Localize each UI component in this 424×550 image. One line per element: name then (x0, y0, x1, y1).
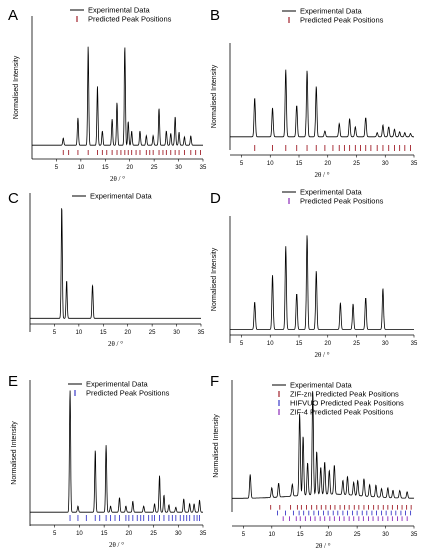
panel-letter: A (8, 7, 18, 24)
legend-label: Experimental Data (90, 192, 153, 201)
x-tick-label: 20 (126, 165, 133, 171)
x-tick-label: 10 (268, 532, 275, 538)
x-tick-label: 30 (382, 532, 389, 538)
x-tick-label: 25 (149, 330, 156, 336)
x-tick-label: 10 (78, 165, 85, 171)
legend-label: ZIF-4 Predicted Peak Positions (290, 408, 394, 417)
legend-label: Predicted Peak Positions (300, 16, 384, 25)
x-axis-title: 2θ / ° (110, 175, 125, 183)
x-tick-label: 35 (411, 532, 418, 538)
panel-c: C 5 10 15 20 25 30 35 2θ / ° Experimental Data (8, 190, 205, 348)
x-tick-label: 15 (297, 532, 304, 538)
legend-label: Experimental Data (300, 7, 363, 16)
legend-label: HIFVUO Predicted Peak Positions (290, 399, 404, 408)
x-tick-label: 35 (200, 531, 207, 537)
panel-f: F 5 10 15 20 25 30 35 2θ / ° Normalised Intensity… (210, 373, 418, 550)
x-tick-label: 35 (411, 341, 418, 347)
legend-label: Predicted Peak Positions (300, 197, 384, 206)
x-tick-label: 25 (150, 531, 157, 537)
x-tick-label: 15 (296, 161, 303, 167)
x-tick-label: 25 (354, 532, 361, 538)
experimental-trace (32, 46, 203, 146)
legend-label: Predicted Peak Positions (88, 15, 172, 24)
y-axis-title: Normalised Intensity (211, 64, 218, 128)
x-tick-label: 25 (353, 161, 360, 167)
x-tick-label: 15 (100, 330, 107, 336)
y-axis-title: Normalised Intensity (11, 421, 18, 485)
x-tick-label: 5 (53, 330, 57, 336)
x-tick-label: 10 (267, 161, 274, 167)
x-axis-title: 2θ / ° (314, 351, 329, 359)
legend-label: Experimental Data (290, 381, 353, 390)
legend-label: Experimental Data (86, 380, 149, 389)
x-tick-label: 25 (353, 341, 360, 347)
panel-e: E 5 10 15 20 25 30 35 2θ / ° Normalised Intensity… (8, 373, 207, 549)
experimental-trace (230, 235, 414, 330)
experimental-trace (30, 208, 201, 319)
x-tick-label: 35 (200, 165, 207, 171)
legend: Experimental Data (72, 192, 153, 201)
panel-a: A 5 10 15 20 25 30 35 2θ / ° Normalised Intensity… (8, 6, 207, 184)
experimental-trace (232, 391, 415, 499)
x-tick-label: 30 (175, 165, 182, 171)
panel-letter: B (210, 7, 220, 24)
experimental-trace (30, 390, 203, 513)
x-tick-label: 30 (382, 341, 389, 347)
x-tick-label: 15 (101, 531, 108, 537)
panel-letter: C (8, 190, 19, 207)
panel-letter: E (8, 373, 18, 390)
x-tick-label: 5 (55, 165, 59, 171)
x-tick-label: 35 (198, 330, 205, 336)
experimental-trace (230, 69, 414, 138)
panel-b: B 5 10 15 20 25 30 35 2θ / ° Normalised Intensity… (210, 7, 418, 180)
x-axis-title: 2θ / ° (108, 340, 123, 348)
y-axis-title: Normalised Intensity (213, 414, 220, 478)
x-tick-label: 30 (175, 531, 182, 537)
x-axis-title: 2θ / ° (315, 542, 330, 550)
x-tick-label: 15 (102, 165, 109, 171)
panel-letter: F (210, 373, 219, 390)
x-axis-title: 2θ / ° (314, 171, 329, 179)
x-tick-label: 5 (240, 161, 244, 167)
x-tick-label: 35 (411, 161, 418, 167)
x-tick-label: 30 (382, 161, 389, 167)
legend-label: Experimental Data (88, 6, 151, 15)
legend-label: Experimental Data (300, 188, 363, 197)
legend-label: Predicted Peak Positions (86, 389, 170, 398)
x-tick-label: 5 (53, 531, 57, 537)
x-tick-label: 20 (325, 532, 332, 538)
x-tick-label: 10 (76, 330, 83, 336)
x-tick-label: 5 (240, 341, 244, 347)
x-tick-label: 20 (124, 330, 131, 336)
x-tick-label: 30 (173, 330, 180, 336)
x-tick-label: 20 (126, 531, 133, 537)
x-tick-label: 5 (242, 532, 246, 538)
x-tick-label: 25 (151, 165, 158, 171)
x-tick-label: 10 (76, 531, 83, 537)
legend-label: ZIF-zni Predicted Peak Positions (290, 390, 399, 399)
x-tick-label: 10 (267, 341, 274, 347)
panel-d: D 5 10 15 20 25 30 35 2θ / ° Normalised Intensity… (210, 188, 418, 360)
x-tick-label: 15 (296, 341, 303, 347)
y-axis-title: Normalised Intensity (211, 247, 218, 311)
x-tick-label: 20 (324, 161, 331, 167)
x-tick-label: 20 (324, 341, 331, 347)
panel-letter: D (210, 190, 221, 207)
y-axis-title: Normalised Intensity (13, 55, 20, 119)
x-axis-title: 2θ / ° (109, 541, 124, 549)
